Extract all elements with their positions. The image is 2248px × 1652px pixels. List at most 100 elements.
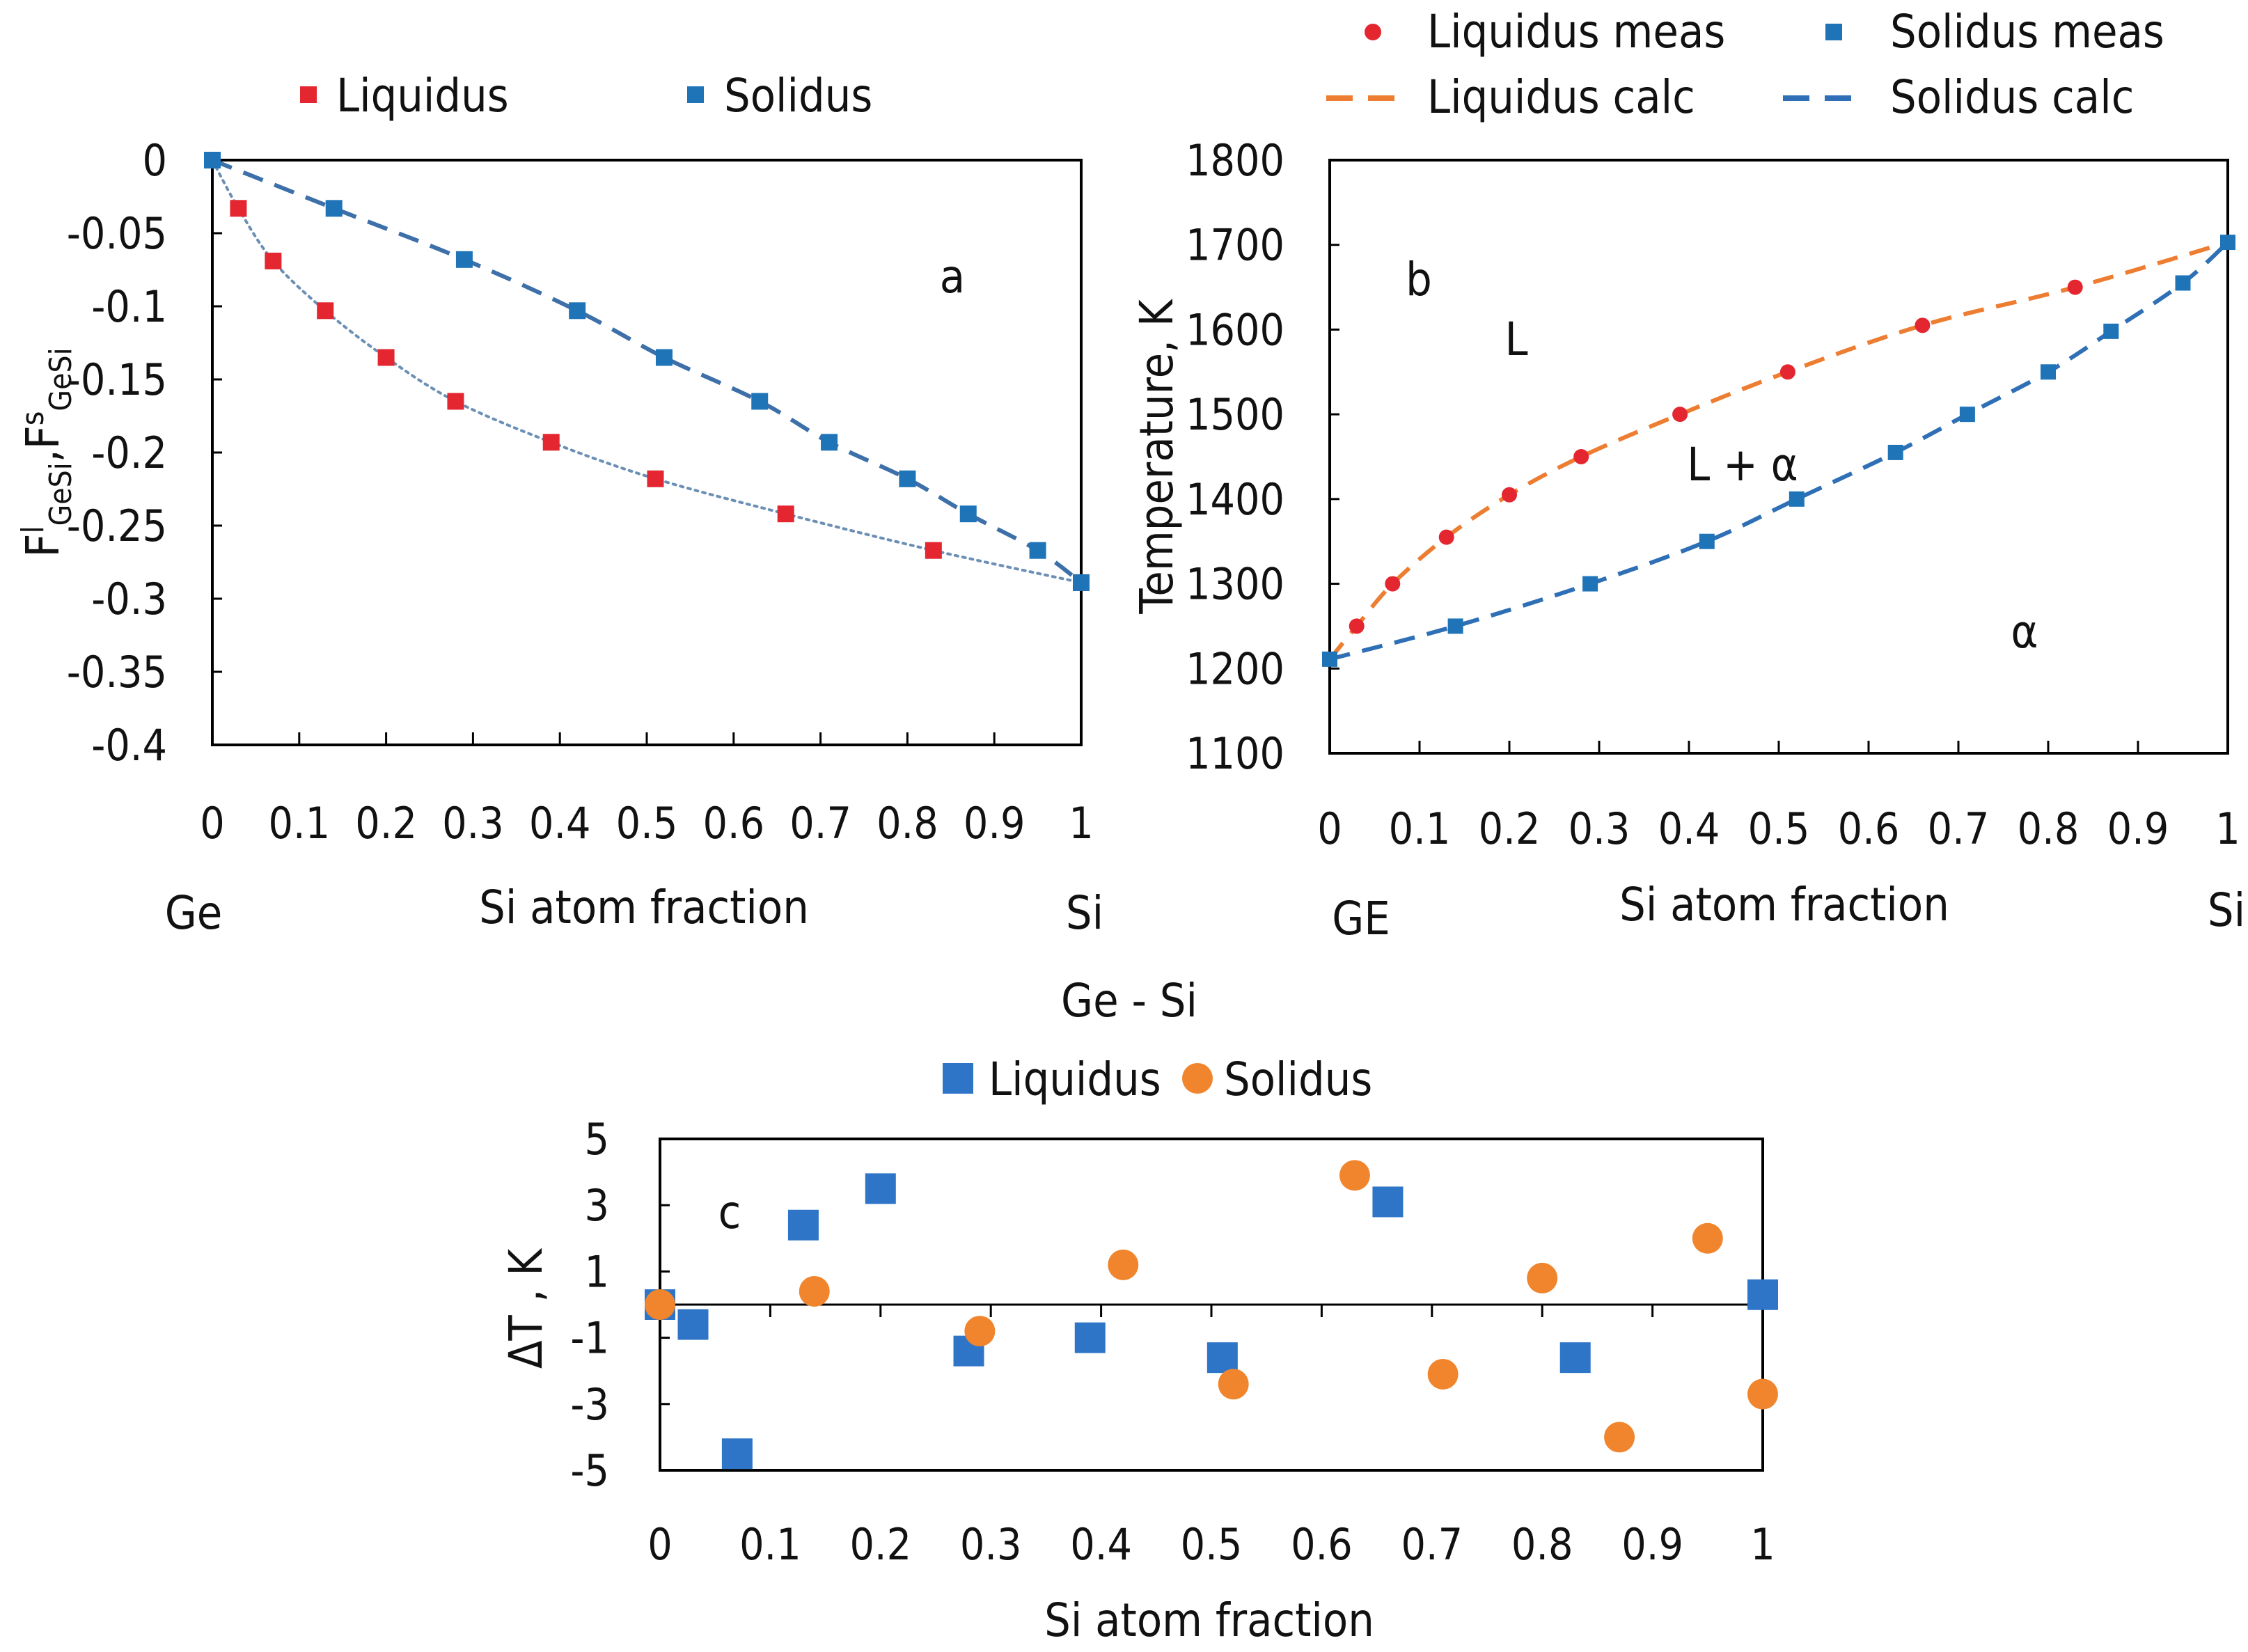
panel-c-x-tick-label: 0.7 bbox=[1401, 1519, 1463, 1570]
panel-c-liquidus-point bbox=[787, 1209, 819, 1241]
panel-a-solidus-point bbox=[821, 434, 838, 451]
panel-b-liquidus-meas-point bbox=[1385, 576, 1401, 592]
panel-a-solidus-point bbox=[1073, 574, 1090, 591]
panel-b-liquidus-meas-point bbox=[1438, 529, 1454, 545]
panel-b-legend-liquidus-meas-marker bbox=[1365, 24, 1381, 40]
panel-b-x-tick-label: 1 bbox=[2215, 803, 2240, 854]
panel-c-ticks bbox=[659, 1138, 1764, 1472]
panel-b-y-tick-label: 1800 bbox=[1186, 135, 1284, 186]
panel-a-solidus-point bbox=[899, 470, 916, 487]
panel-a-plot-frame bbox=[211, 159, 1083, 746]
panel-b-y-tick-label: 1100 bbox=[1186, 728, 1284, 779]
panel-b-legend-liquidus-calc-label: Liquidus calc bbox=[1427, 70, 1695, 124]
panel-a-solidus-line bbox=[211, 158, 1083, 585]
panel-c-x-tick-label: 0 bbox=[647, 1519, 672, 1570]
panel-b-liquidus-meas-point bbox=[1915, 317, 1931, 333]
panel-a-legend-solidus-label: Solidus bbox=[724, 69, 872, 123]
panel-a-x-tick-label: 0.9 bbox=[964, 798, 1025, 849]
panel-b-y-tick-label: 1300 bbox=[1186, 559, 1284, 610]
panel-a-y-tick-label: -0.1 bbox=[91, 281, 167, 332]
panel-a-y-tick-label: 0 bbox=[143, 135, 167, 186]
panel-a-ticks bbox=[211, 159, 1083, 746]
panel-a-x-tick-label: 1 bbox=[1069, 798, 1093, 849]
panel-a-x-axis-label: Si atom fraction bbox=[479, 881, 809, 934]
panel-b-solidus-meas-point bbox=[1322, 651, 1337, 667]
panel-c-liquidus-point bbox=[1559, 1342, 1591, 1374]
panel-b-liquidus-meas-point bbox=[1779, 364, 1795, 380]
panel-b-x-end-label-ge: GE bbox=[1332, 892, 1390, 945]
panel-c-x-tick-label: 0.3 bbox=[960, 1519, 1022, 1570]
panel-b-x-tick-label: 0.1 bbox=[1389, 803, 1451, 854]
panel-b-annotation: b bbox=[1406, 253, 1432, 306]
panel-a-liquidus-point bbox=[542, 434, 560, 451]
panel-c-liquidus-point bbox=[677, 1309, 709, 1340]
panel-a-legend-solidus-marker bbox=[687, 86, 704, 103]
panel-a-liquidus-point bbox=[377, 349, 395, 366]
panel-c-x-tick-label: 0.8 bbox=[1511, 1519, 1573, 1570]
panel-a-y-tick-labels: 0 -0.05 -0.1 -0.15 -0.2 -0.25 -0.3 -0.35 -0.4 bbox=[67, 135, 167, 771]
panel-b-legend-solidus-calc-label: Solidus calc bbox=[1890, 70, 2134, 124]
panel-c-x-tick-labels: 0 0.1 0.2 0.3 0.4 0.5 0.6 0.7 0.8 0.9 1 bbox=[647, 1519, 1775, 1570]
panel-a-liquidus-point bbox=[265, 252, 282, 269]
panel-b-y-tick-label: 1700 bbox=[1186, 220, 1284, 271]
panel-a-liquidus-point bbox=[447, 393, 464, 410]
panel-b-x-tick-label: 0 bbox=[1317, 803, 1342, 854]
panel-a-y-tick-label: -0.2 bbox=[91, 427, 167, 478]
panel-b-solidus-meas-point bbox=[2103, 323, 2119, 339]
panel-b-x-tick-labels: 0 0.1 0.2 0.3 0.4 0.5 0.6 0.7 0.8 0.9 1 bbox=[1317, 803, 2240, 854]
panel-b-x-axis-label: Si atom fraction bbox=[1619, 878, 1949, 931]
panel-a-x-tick-label: 0 bbox=[200, 798, 224, 849]
panel-c-solidus-point bbox=[1218, 1369, 1249, 1400]
panel-a-y-tick-label: -0.15 bbox=[67, 354, 167, 405]
panel-a-annotation: a bbox=[940, 250, 965, 304]
panel-a-x-tick-label: 0.2 bbox=[355, 798, 417, 849]
panel-a-y-tick-label: -0.3 bbox=[91, 574, 167, 624]
panel-c-markers bbox=[645, 1160, 1778, 1470]
panel-b-solidus-meas-point bbox=[1582, 576, 1598, 592]
panel-c-legend-solidus-marker bbox=[1182, 1063, 1213, 1094]
panel-b-y-tick-label: 1200 bbox=[1186, 643, 1284, 694]
panel-b-x-tick-label: 0.3 bbox=[1569, 803, 1630, 854]
panel-a-solidus-point bbox=[569, 302, 586, 320]
panel-a-solidus-point bbox=[204, 152, 221, 168]
panel-b-solidus-meas-point bbox=[2041, 364, 2056, 380]
panel-b-legend-solidus-meas-marker bbox=[1825, 24, 1842, 40]
panel-b-liquidus-meas-point bbox=[1672, 407, 1688, 423]
panel-c-liquidus-point bbox=[865, 1173, 896, 1204]
panel-c-liquidus-point bbox=[1747, 1279, 1778, 1310]
panel-b-x-tick-label: 0.2 bbox=[1479, 803, 1541, 854]
region-label-l: L bbox=[1504, 313, 1527, 366]
panel-a-liquidus-point bbox=[317, 302, 334, 320]
panel-a-solidus-point bbox=[1029, 542, 1046, 559]
panel-b-solidus-meas-point bbox=[1959, 407, 1975, 423]
panel-b-solidus-meas-point bbox=[1887, 444, 1903, 460]
panel-b-chart: 1100 1200 1300 1400 1500 1600 1700 1800 0 0.1 0.2… bbox=[1130, 5, 2245, 945]
panel-c-x-tick-label: 0.9 bbox=[1621, 1519, 1683, 1570]
panel-c-x-tick-label: 1 bbox=[1750, 1519, 1775, 1570]
region-label-l-alpha: L + α bbox=[1687, 438, 1798, 491]
panel-a-y-tick-label: -0.05 bbox=[67, 208, 167, 259]
panel-a-y-tick-label: -0.35 bbox=[67, 647, 167, 698]
panel-b-solidus-meas-point bbox=[1789, 491, 1805, 507]
panel-a-markers bbox=[204, 152, 1090, 591]
panel-b-liquidus-meas-point bbox=[1502, 487, 1517, 503]
panel-b-x-tick-label: 0.9 bbox=[2107, 803, 2169, 854]
panel-c-x-tick-label: 0.4 bbox=[1070, 1519, 1132, 1570]
panel-c-solidus-point bbox=[1747, 1378, 1778, 1410]
panel-b-liquidus-calc-line bbox=[1328, 240, 2229, 661]
panel-b-solidus-meas-point bbox=[2175, 275, 2191, 291]
panel-b-x-tick-label: 0.4 bbox=[1658, 803, 1720, 854]
panel-c-legend-liquidus-label: Liquidus bbox=[989, 1053, 1161, 1106]
panel-b-x-tick-label: 0.6 bbox=[1838, 803, 1900, 854]
panel-c-solidus-point bbox=[964, 1316, 996, 1347]
panel-b-legend-solidus-meas-label: Solidus meas bbox=[1890, 5, 2164, 58]
panel-c-liquidus-point bbox=[721, 1438, 753, 1470]
panel-c-x-tick-label: 0.1 bbox=[739, 1519, 801, 1570]
panel-b-y-tick-label: 1500 bbox=[1186, 389, 1284, 440]
panel-a-liquidus-point bbox=[647, 470, 664, 487]
panel-b-lines bbox=[1328, 240, 2230, 661]
panel-c-solidus-point bbox=[645, 1289, 675, 1320]
panel-c-solidus-point bbox=[1108, 1249, 1139, 1280]
panel-c-y-axis-label: ΔT , K bbox=[499, 1248, 553, 1369]
panel-b-y-tick-labels: 1100 1200 1300 1400 1500 1600 1700 1800 bbox=[1186, 135, 1284, 779]
